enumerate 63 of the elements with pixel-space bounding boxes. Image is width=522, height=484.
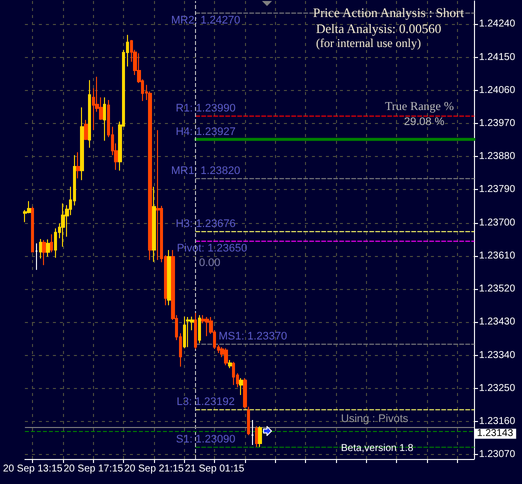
candlestick [80, 106, 84, 181]
candlestick [61, 202, 65, 248]
ref-line-label: 1.23143 [477, 428, 514, 440]
candlestick [255, 426, 258, 448]
y-tick-label: 1.23070 [479, 449, 516, 460]
x-tick-label: 20 Sep 21:15 [124, 464, 184, 474]
candlestick [228, 360, 232, 369]
annotation: 29.08 % [404, 116, 444, 129]
y-tick-label: 1.24150 [479, 52, 516, 63]
candlestick [39, 238, 42, 260]
annotation: 0.00 [199, 257, 220, 270]
candlestick [186, 316, 190, 348]
y-tick-label: 1.23790 [479, 184, 516, 196]
candlestick [88, 80, 91, 148]
x-tick-label: 20 Sep 13:15 [3, 464, 63, 474]
candlestick [31, 206, 34, 253]
candlestick [42, 240, 46, 266]
y-tick-label: 1.23970 [479, 118, 516, 129]
y-tick-label: 1.23520 [479, 284, 516, 295]
x-tick-label: 20 Sep 17:15 [64, 464, 124, 474]
y-tick-label: 1.23340 [479, 350, 516, 361]
candlestick [198, 314, 201, 344]
annotation: Using : Pivots [341, 413, 408, 426]
candlestick [239, 378, 243, 396]
annotation: True Range % [385, 99, 454, 114]
series-label: MR1: 1.23820 [171, 165, 240, 178]
series-label: L3: 1.23192 [176, 396, 235, 408]
y-tick-label: 1.23880 [479, 151, 516, 162]
y-tick-label: 1.23700 [479, 217, 516, 228]
candlestick [35, 242, 38, 270]
candlestick [183, 316, 186, 349]
candlestick [50, 234, 53, 253]
candlestick [205, 316, 209, 337]
candlestick [167, 250, 171, 306]
annotation: (for internal use only) [316, 36, 421, 51]
candlestick [258, 426, 262, 448]
series-label: MS1: 1.23370 [218, 330, 288, 343]
series-label: MR2: 1.24270 [171, 14, 240, 27]
candlestick [251, 420, 254, 446]
y-tick-label: 1.23250 [479, 382, 516, 394]
candlestick [232, 361, 235, 386]
series-label: S1: 1.23090 [176, 434, 236, 446]
series-label: H3: 1.23676 [176, 218, 236, 230]
x-tick-label: 21 Sep 01:15 [184, 464, 245, 474]
candlestick [46, 238, 50, 258]
y-tick-label: 1.24060 [479, 84, 516, 96]
y-tick-label: 1.23610 [479, 250, 516, 262]
candlestick [84, 119, 88, 141]
series-label: Pivot: 1.23650 [176, 242, 248, 255]
candlestick [156, 130, 160, 260]
annotation: Beta,version 1.8 [341, 443, 414, 454]
annotation: Delta Analysis: 0.00560 [316, 21, 442, 37]
series-label: H4: 1.23927 [176, 126, 236, 138]
candlestick [103, 96, 106, 142]
candlestick [194, 312, 197, 350]
candlestick [152, 186, 156, 262]
candlestick [76, 152, 80, 179]
y-tick-label: 1.24240 [479, 18, 516, 30]
y-tick-label: 1.23160 [479, 416, 516, 427]
y-tick-label: 1.23430 [479, 316, 516, 328]
candlestick [224, 348, 228, 366]
series-label: R1: 1.23990 [176, 102, 236, 115]
annotation: Price Action Analysis : Short [313, 5, 464, 21]
